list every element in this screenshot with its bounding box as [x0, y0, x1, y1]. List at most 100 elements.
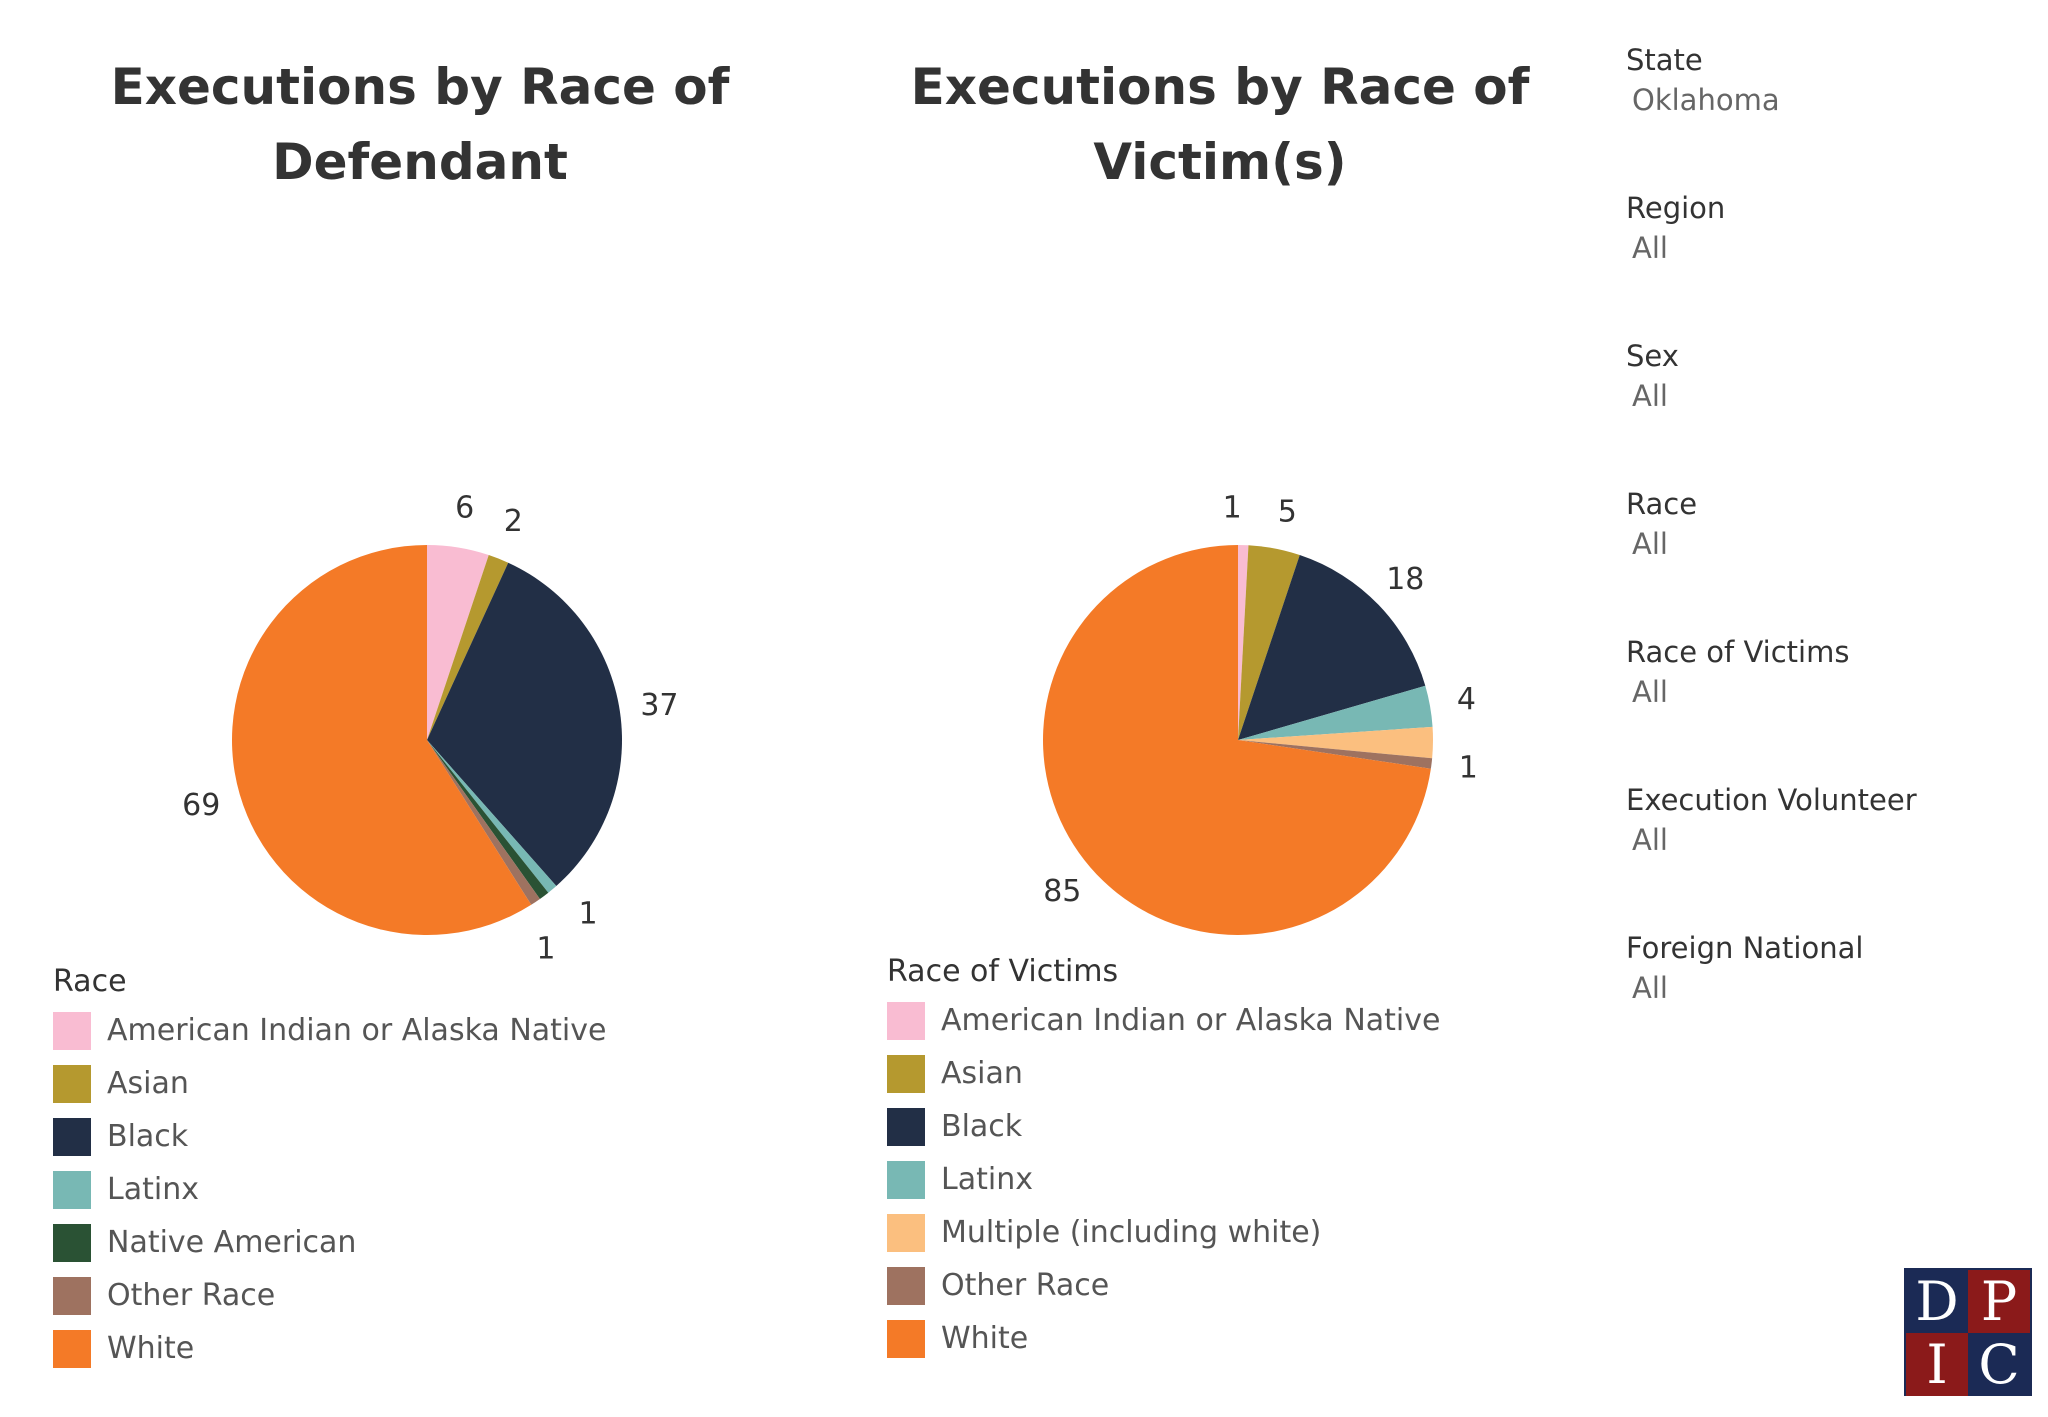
legend-label: Black [941, 1109, 1023, 1144]
pie-slice[interactable] [427, 740, 557, 893]
pie-slice[interactable] [1238, 726, 1433, 759]
filter-panel: State Oklahoma Region All Sex All Race A… [1626, 40, 2026, 1076]
legend-swatch [887, 1160, 925, 1199]
legend-swatch [887, 1001, 925, 1040]
dpic-logo: D P I C [1904, 1268, 2032, 1396]
pie-slice[interactable] [1238, 740, 1433, 769]
filter-label: Race of Victims [1626, 635, 1850, 669]
slice-value-label: 2 [504, 504, 523, 539]
legend-item[interactable]: Native American [53, 1216, 606, 1269]
pie-slice[interactable] [427, 555, 509, 740]
filter-label: Execution Volunteer [1626, 783, 1917, 817]
legend-label: American Indian or Alaska Native [941, 1003, 1441, 1038]
pie-slice[interactable] [1238, 685, 1433, 740]
legend-title: Race [53, 964, 127, 999]
legend-swatch [53, 1011, 91, 1050]
legend-swatch [53, 1329, 91, 1368]
slice-value-label: 4 [1457, 682, 1476, 717]
chart-title-defendant: Executions by Race of Defendant [110, 58, 730, 191]
legend-item[interactable]: White [887, 1312, 1440, 1365]
legend-victims: Race of Victims American Indian or Alask… [887, 950, 1440, 1365]
legend-label: White [107, 1331, 195, 1366]
legend-label: Multiple (including white) [941, 1215, 1322, 1250]
slice-value-label: 18 [1386, 562, 1424, 597]
legend-list: American Indian or Alaska Native Asian B… [53, 1004, 606, 1375]
logo-letter: P [1968, 1270, 2030, 1333]
filter-value[interactable]: All [1632, 231, 1668, 265]
pie-slice[interactable] [427, 545, 489, 740]
legend-label: Black [107, 1119, 189, 1154]
filter-sex[interactable]: Sex All [1626, 336, 2026, 484]
filter-label: Region [1626, 191, 1726, 225]
legend-item[interactable]: Latinx [887, 1153, 1440, 1206]
legend-swatch [53, 1064, 91, 1103]
filter-value[interactable]: All [1632, 675, 1668, 709]
pie-slice[interactable] [1043, 545, 1431, 935]
filter-race[interactable]: Race All [1626, 484, 2026, 632]
pie-slice[interactable] [427, 740, 549, 899]
legend-swatch [53, 1170, 91, 1209]
pie-slice[interactable] [1238, 545, 1300, 740]
slice-value-label: 6 [455, 491, 474, 526]
filter-race-of-victims[interactable]: Race of Victims All [1626, 632, 2026, 780]
legend-item[interactable]: Other Race [53, 1269, 606, 1322]
logo-letter: D [1906, 1270, 1968, 1333]
legend-label: White [941, 1321, 1029, 1356]
filter-value[interactable]: Oklahoma [1632, 83, 1780, 117]
legend-swatch [887, 1266, 925, 1305]
legend-title: Race of Victims [887, 954, 1119, 989]
chart-title-victims: Executions by Race of Victim(s) [910, 58, 1530, 191]
legend-swatch [53, 1117, 91, 1156]
legend-item[interactable]: Black [887, 1100, 1440, 1153]
legend-label: Native American [107, 1225, 357, 1260]
filter-foreign-national[interactable]: Foreign National All [1626, 928, 2026, 1076]
pie-slice[interactable] [1238, 545, 1249, 740]
slice-value-label: 5 [1278, 495, 1297, 530]
legend-label: American Indian or Alaska Native [107, 1013, 607, 1048]
legend-label: Latinx [107, 1172, 199, 1207]
slice-value-label: 85 [1043, 874, 1081, 909]
filter-value[interactable]: All [1632, 379, 1668, 413]
legend-item[interactable]: White [53, 1322, 606, 1375]
slice-value-label: 37 [640, 688, 678, 723]
legend-item[interactable]: American Indian or Alaska Native [53, 1004, 606, 1057]
legend-item[interactable]: Other Race [887, 1259, 1440, 1312]
pie-slice[interactable] [427, 562, 622, 886]
slice-value-label: 1 [1459, 750, 1478, 785]
legend-label: Asian [107, 1066, 189, 1101]
legend-swatch [887, 1054, 925, 1093]
legend-swatch [53, 1276, 91, 1315]
filter-value[interactable]: All [1632, 971, 1668, 1005]
filter-execution-volunteer[interactable]: Execution Volunteer All [1626, 780, 2026, 928]
legend-item[interactable]: Asian [53, 1057, 606, 1110]
filter-label: Sex [1626, 339, 1679, 373]
legend-item[interactable]: Black [53, 1110, 606, 1163]
slice-value-label: 1 [1223, 491, 1242, 526]
legend-label: Other Race [941, 1268, 1110, 1303]
filter-label: Race [1626, 487, 1698, 521]
legend-item[interactable]: American Indian or Alaska Native [887, 994, 1440, 1047]
legend-swatch [887, 1107, 925, 1146]
pie-slice[interactable] [427, 740, 540, 905]
slice-value-label: 1 [579, 897, 598, 932]
logo-letter: I [1906, 1333, 1968, 1396]
legend-label: Other Race [107, 1278, 276, 1313]
legend-item[interactable]: Latinx [53, 1163, 606, 1216]
legend-item[interactable]: Multiple (including white) [887, 1206, 1440, 1259]
filter-value[interactable]: All [1632, 527, 1668, 561]
pie-slice[interactable] [231, 545, 532, 935]
legend-label: Latinx [941, 1162, 1033, 1197]
legend-item[interactable]: Asian [887, 1047, 1440, 1100]
logo-letter: C [1968, 1333, 2030, 1396]
legend-label: Asian [941, 1056, 1023, 1091]
legend-swatch [887, 1213, 925, 1252]
filter-state[interactable]: State Oklahoma [1626, 40, 2026, 188]
pie-slice[interactable] [1238, 555, 1426, 740]
filter-label: Foreign National [1626, 931, 1864, 965]
filter-region[interactable]: Region All [1626, 188, 2026, 336]
filter-label: State [1626, 43, 1703, 77]
filter-value[interactable]: All [1632, 823, 1668, 857]
legend-defendant: Race American Indian or Alaska Native As… [53, 960, 606, 1375]
